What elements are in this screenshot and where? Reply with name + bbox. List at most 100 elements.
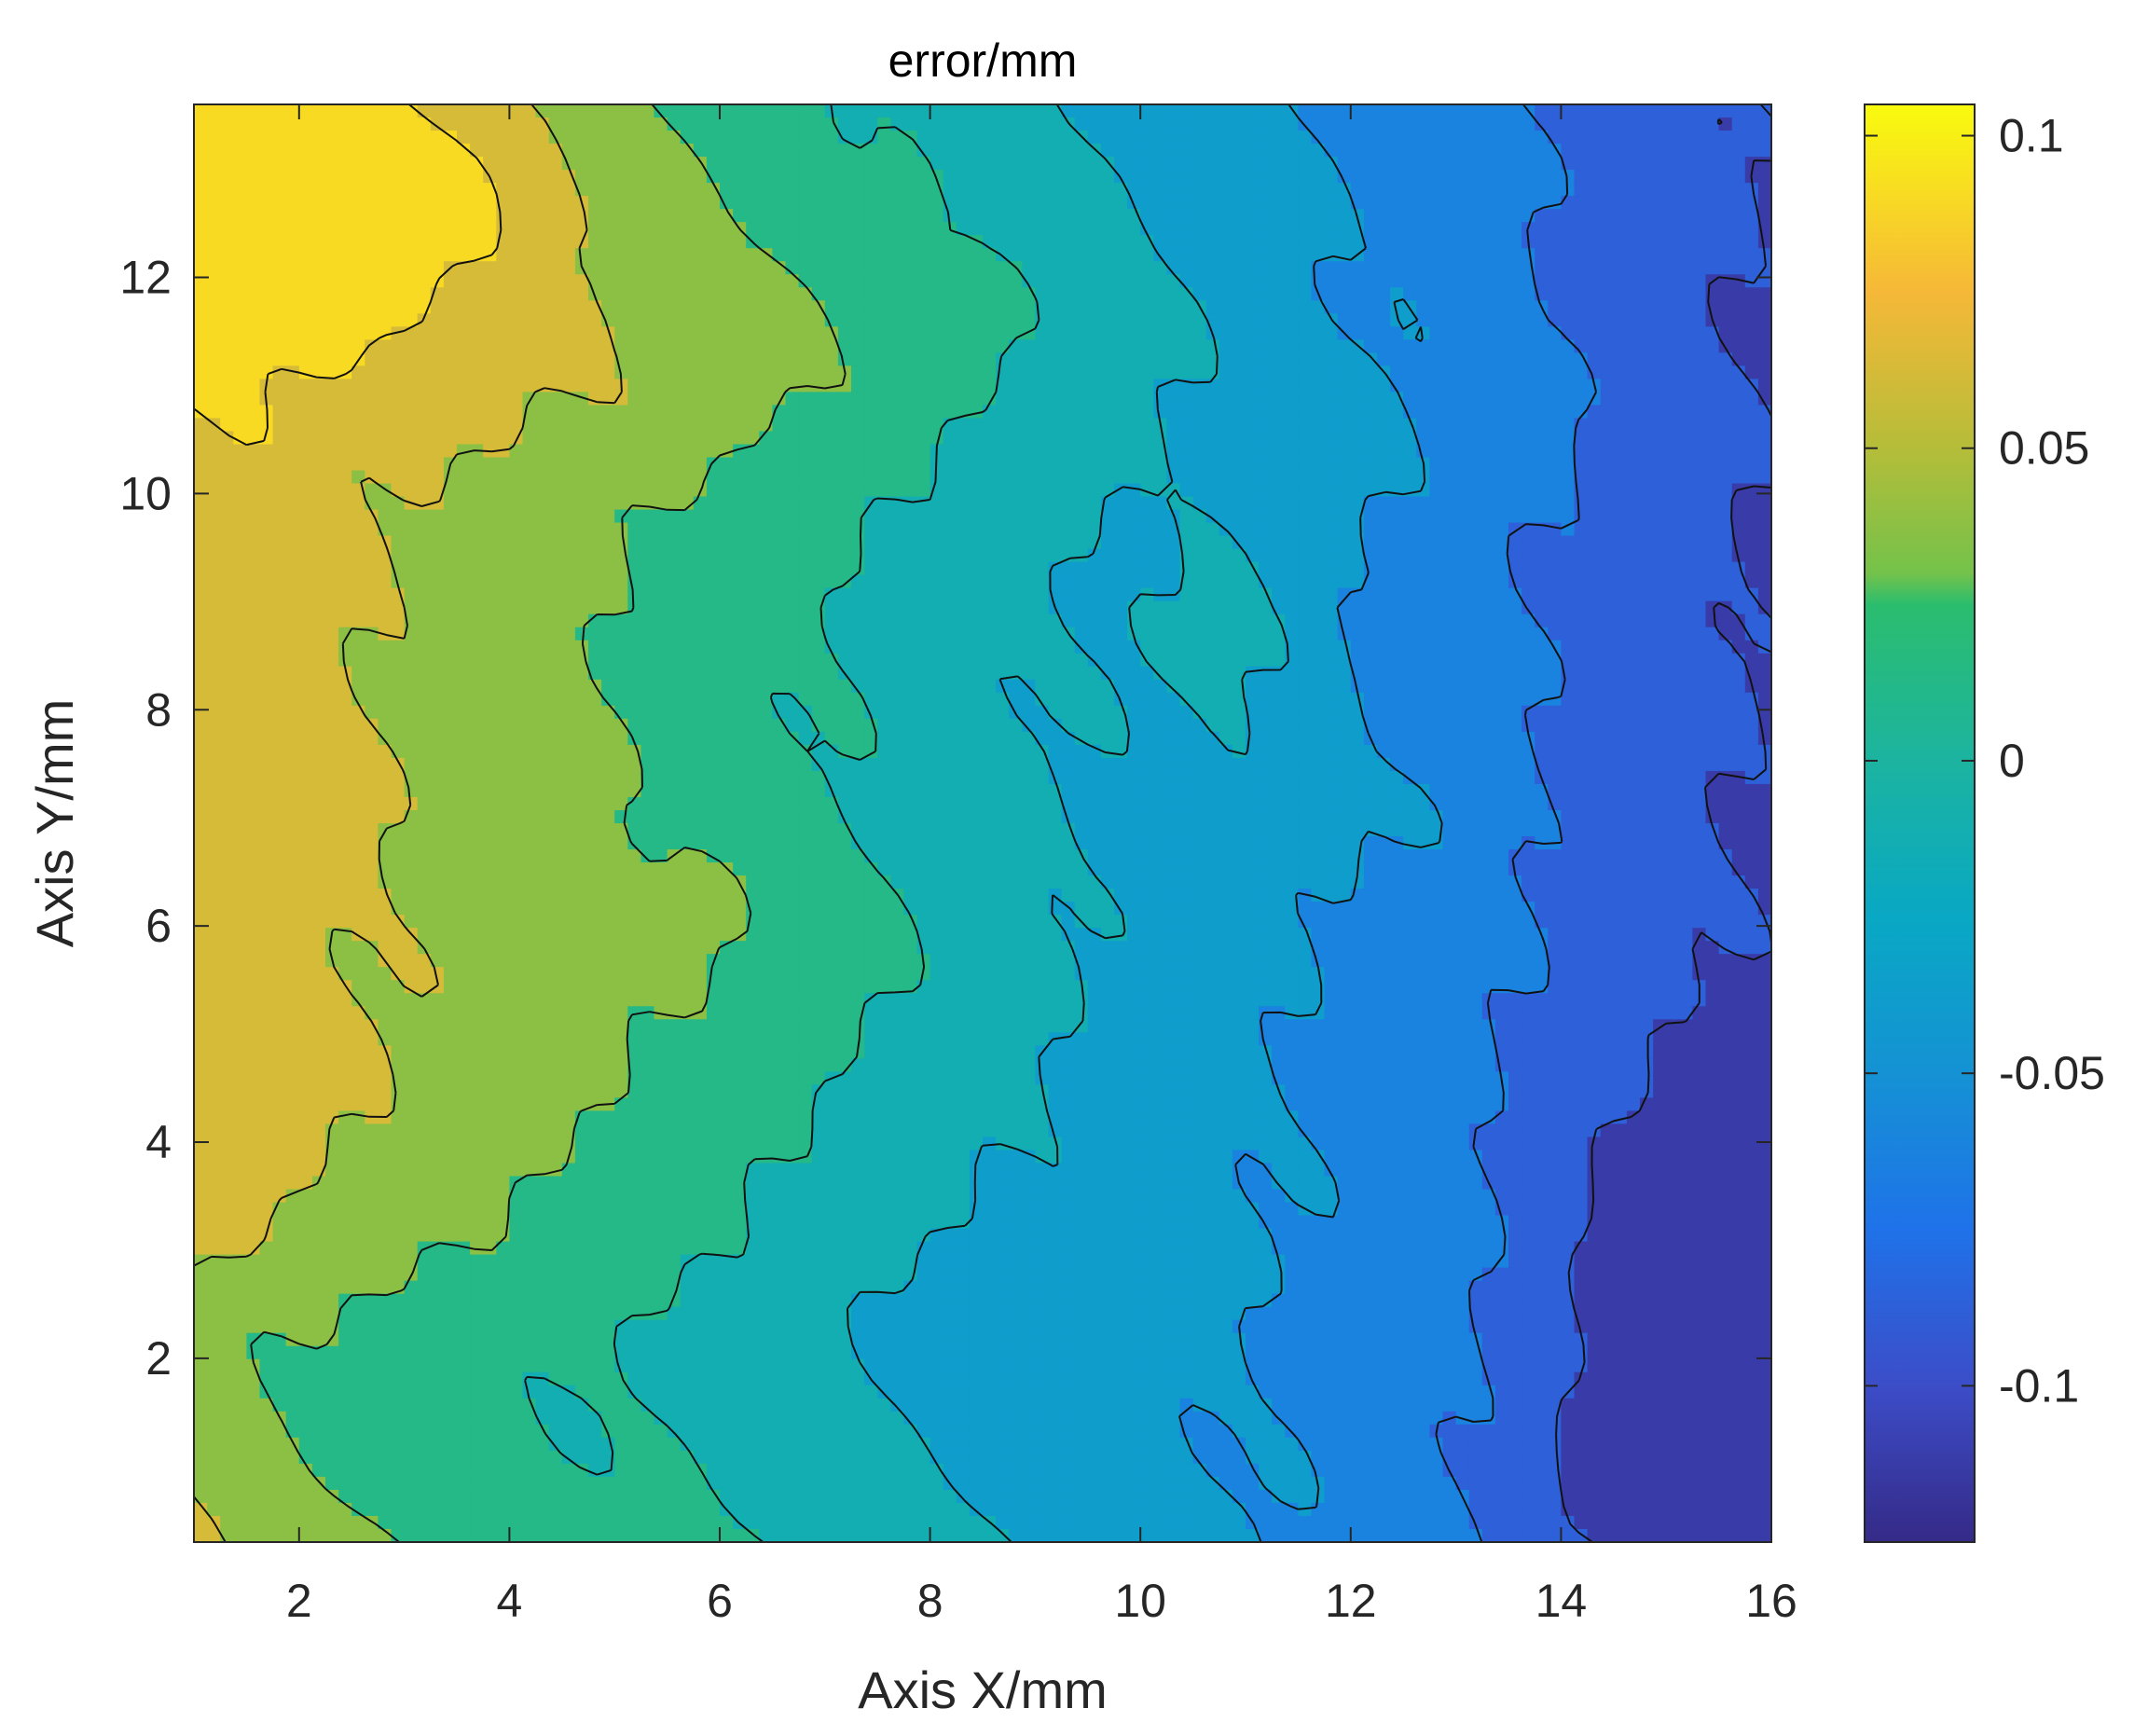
contour-cell (443, 444, 458, 459)
contour-cell (338, 117, 352, 131)
contour-cell (1087, 287, 1102, 301)
contour-cell (1259, 457, 1273, 472)
contour-cell (1757, 535, 1771, 550)
contour-cell (943, 431, 957, 446)
contour-cell (457, 405, 471, 420)
contour-cell (1246, 379, 1260, 393)
contour-cell (1153, 339, 1167, 353)
contour-cell (996, 261, 1010, 275)
contour-cell (1508, 627, 1522, 641)
contour-cell (1074, 431, 1089, 446)
contour-cell (483, 104, 497, 118)
contour-cell (759, 561, 773, 576)
contour-cell (733, 144, 747, 158)
contour-cell (233, 235, 247, 249)
contour-cell (1311, 522, 1326, 537)
contour-cell (1390, 509, 1404, 524)
contour-cell (1403, 313, 1417, 327)
contour-cell (680, 418, 695, 433)
contour-cell (1114, 535, 1128, 550)
contour-cell (1272, 144, 1286, 158)
contour-cell (1363, 457, 1378, 472)
contour-cell (1337, 509, 1352, 524)
contour-cell (1324, 117, 1339, 131)
contour-cell (1494, 405, 1509, 420)
contour-cell (1494, 222, 1509, 236)
contour-cell (1324, 287, 1339, 301)
contour-cell (1272, 587, 1286, 602)
contour-cell (1455, 496, 1470, 511)
contour-cell (1626, 522, 1641, 537)
contour-cell (1100, 548, 1115, 563)
contour-cell (325, 522, 339, 537)
contour-cell (627, 313, 641, 327)
contour-cell (561, 313, 576, 327)
contour-cell (1548, 117, 1562, 131)
contour-cell (1522, 274, 1535, 288)
contour-cell (259, 235, 274, 249)
contour-cell (1009, 196, 1023, 210)
contour-cell (1640, 457, 1654, 472)
contour-cell (430, 392, 445, 406)
contour-cell (1481, 470, 1496, 485)
contour-cell (1561, 300, 1576, 314)
contour-cell (1600, 287, 1615, 301)
contour-cell (561, 117, 576, 131)
contour-cell (1468, 313, 1483, 327)
contour-cell (929, 613, 944, 628)
contour-cell (1455, 170, 1470, 184)
contour-cell (1679, 339, 1693, 353)
contour-cell (272, 418, 287, 433)
contour-cell (785, 535, 800, 550)
contour-cell (548, 235, 563, 249)
contour-cell (798, 457, 813, 472)
contour-cell (811, 261, 826, 275)
contour-cell (969, 287, 984, 301)
contour-cell (1494, 248, 1509, 262)
contour-cell (365, 587, 379, 602)
contour-cell (1009, 405, 1023, 420)
contour-cell (1259, 352, 1273, 366)
contour-cell (1246, 287, 1260, 301)
contour-cell (877, 352, 891, 366)
contour-cell (640, 157, 655, 171)
contour-cell (1679, 209, 1693, 223)
contour-cell (1548, 222, 1562, 236)
contour-cell (1127, 248, 1141, 262)
contour-cell (680, 444, 695, 459)
contour-cell (877, 548, 891, 563)
contour-cell (720, 522, 734, 537)
contour-cell (1035, 157, 1050, 171)
contour-cell (1192, 261, 1207, 275)
contour-cell (1087, 274, 1102, 288)
contour-cell (535, 300, 550, 314)
contour-cell (535, 522, 550, 537)
contour-cell (404, 222, 419, 236)
contour-cell (1377, 326, 1391, 340)
contour-cell (1705, 522, 1720, 537)
contour-cell (207, 365, 221, 379)
contour-cell (470, 379, 484, 393)
contour-cell (1140, 248, 1154, 262)
contour-cell (693, 444, 708, 459)
contour-cell (1061, 613, 1076, 628)
contour-cell (996, 574, 1010, 589)
contour-cell (1679, 248, 1693, 262)
contour-cell (483, 405, 497, 420)
contour-cell (233, 261, 247, 275)
contour-cell (1048, 144, 1063, 158)
contour-cell (1508, 418, 1522, 433)
contour-cell (1127, 561, 1141, 576)
contour-cell (1363, 313, 1378, 327)
contour-cell (1587, 157, 1602, 171)
contour-cell (1192, 235, 1207, 249)
contour-cell (246, 470, 261, 485)
contour-cell (457, 613, 471, 628)
contour-cell (338, 131, 352, 145)
contour-cell (1324, 170, 1339, 184)
contour-cell (1140, 183, 1154, 197)
contour-cell (1350, 183, 1365, 197)
contour-cell (680, 535, 695, 550)
contour-cell (496, 444, 510, 459)
contour-cell (1298, 209, 1313, 223)
